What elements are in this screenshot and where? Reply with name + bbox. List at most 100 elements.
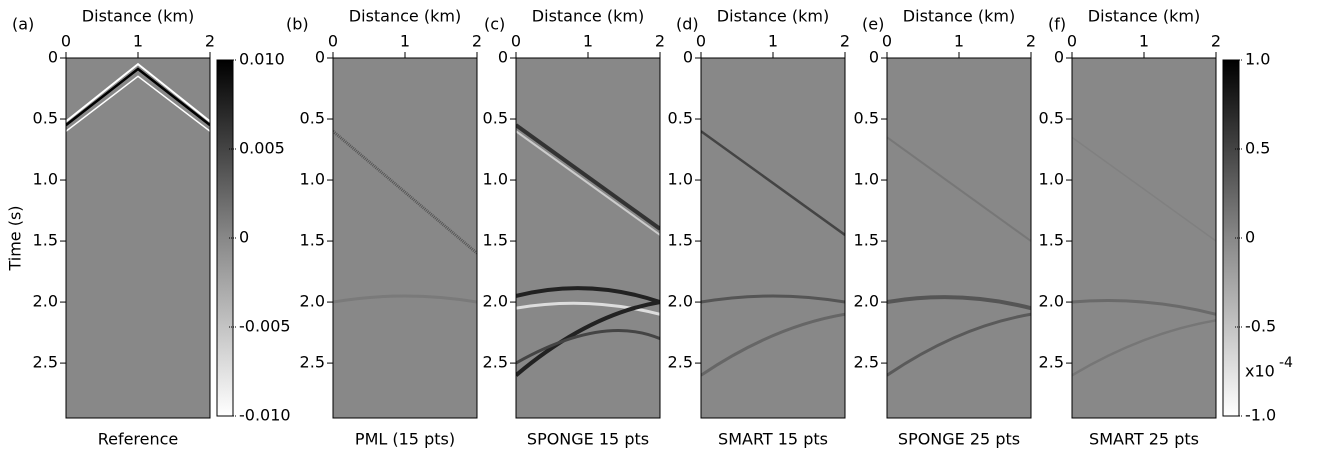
x-tick-label: 1 xyxy=(583,32,593,51)
x-axis-label: Distance (km) xyxy=(532,7,644,26)
reflection xyxy=(516,300,660,377)
y-tick-label: 2.5 xyxy=(1039,353,1064,372)
y-tick-label: 0 xyxy=(48,48,58,67)
reflection xyxy=(701,312,845,377)
colorbar-tick-label: 0 xyxy=(1245,228,1255,247)
y-tick-label: 1.0 xyxy=(483,170,508,189)
y-tick-label: 1.5 xyxy=(483,231,508,250)
colorbar-tick-label: -1.0 xyxy=(1245,406,1276,425)
image-background xyxy=(701,58,845,418)
y-tick-label: 1.5 xyxy=(1039,231,1064,250)
y-axis-label: Time (s) xyxy=(6,205,25,271)
x-tick-label: 0 xyxy=(328,32,338,51)
reflection xyxy=(701,130,845,236)
image-events xyxy=(701,130,845,377)
x-axis-label: Distance (km) xyxy=(903,7,1015,26)
y-tick-label: 2.5 xyxy=(300,353,325,372)
reflection xyxy=(1072,136,1216,242)
wavefront xyxy=(66,75,210,132)
colorbar xyxy=(1222,59,1240,417)
wavefront xyxy=(66,62,210,123)
y-tick-label: 0.5 xyxy=(33,109,58,128)
caption: SMART 25 pts xyxy=(1089,430,1199,449)
panel-label: (a) xyxy=(12,15,34,34)
x-tick-label: 1 xyxy=(133,32,143,51)
y-tick-label: 2.0 xyxy=(854,292,879,311)
image-background xyxy=(516,58,660,418)
y-tick-label: 2.0 xyxy=(33,292,58,311)
image-events xyxy=(66,62,210,132)
reflection xyxy=(1072,299,1216,316)
x-tick-label: 2 xyxy=(1026,32,1036,51)
caption: Reference xyxy=(98,430,179,449)
y-tick-label: 1.0 xyxy=(668,170,693,189)
y-tick-label: 2.0 xyxy=(300,292,325,311)
image-background xyxy=(66,58,210,418)
panel-label: (e) xyxy=(862,15,884,34)
colorbar-tick-label: 1.0 xyxy=(1245,50,1270,69)
y-tick-label: 0 xyxy=(498,48,508,67)
panel-label: (d) xyxy=(676,15,699,34)
reflection xyxy=(701,294,845,304)
x-tick-label: 1 xyxy=(400,32,410,51)
colorbar-tick-label: 0.010 xyxy=(239,50,285,69)
y-tick-label: 1.5 xyxy=(668,231,693,250)
image-background xyxy=(333,58,477,418)
caption: SMART 15 pts xyxy=(718,430,828,449)
y-tick-label: 0 xyxy=(1054,48,1064,67)
colorbar-tick-label: -0.010 xyxy=(239,406,291,425)
y-tick-label: 1.0 xyxy=(33,170,58,189)
x-tick-label: 2 xyxy=(655,32,665,51)
y-tick-label: 2.5 xyxy=(854,353,879,372)
y-tick-label: 2.5 xyxy=(483,353,508,372)
reflection xyxy=(887,136,1031,242)
reflection xyxy=(887,295,1031,311)
panel-label: (f) xyxy=(1048,15,1066,34)
colorbar xyxy=(216,59,234,417)
wavefront xyxy=(66,67,210,127)
x-tick-label: 0 xyxy=(882,32,892,51)
y-tick-label: 1.5 xyxy=(854,231,879,250)
reflection xyxy=(333,294,477,304)
x-tick-label: 2 xyxy=(472,32,482,51)
colorbar-exponent: -4 xyxy=(1279,355,1293,371)
y-tick-label: 2.5 xyxy=(668,353,693,372)
image-events xyxy=(516,123,660,377)
x-tick-label: 1 xyxy=(954,32,964,51)
x-tick-label: 0 xyxy=(696,32,706,51)
x-tick-label: 0 xyxy=(61,32,71,51)
y-tick-label: 1.5 xyxy=(300,231,325,250)
reflection xyxy=(516,123,660,231)
panel-label: (c) xyxy=(484,15,505,34)
y-tick-label: 0.5 xyxy=(300,109,325,128)
x-axis-label: Distance (km) xyxy=(717,7,829,26)
x-tick-label: 1 xyxy=(1139,32,1149,51)
x-tick-label: 0 xyxy=(511,32,521,51)
image-events xyxy=(333,130,477,304)
x-axis-label: Distance (km) xyxy=(349,7,461,26)
caption: PML (15 pts) xyxy=(355,430,455,449)
reflection xyxy=(516,286,660,304)
y-tick-label: 1.0 xyxy=(300,170,325,189)
x-tick-label: 2 xyxy=(205,32,215,51)
y-tick-label: 2.0 xyxy=(483,292,508,311)
reflection xyxy=(516,130,660,236)
x-tick-label: 0 xyxy=(1067,32,1077,51)
x-tick-label: 2 xyxy=(840,32,850,51)
y-tick-label: 0.5 xyxy=(1039,109,1064,128)
image-background xyxy=(1072,58,1216,418)
panel-label: (b) xyxy=(286,15,309,34)
image-events xyxy=(1072,136,1216,377)
colorbar-multiplier: x10 xyxy=(1245,362,1275,381)
y-tick-label: 2.0 xyxy=(1039,292,1064,311)
x-axis-label: Distance (km) xyxy=(82,7,194,26)
x-tick-label: 1 xyxy=(768,32,778,51)
y-tick-label: 0 xyxy=(315,48,325,67)
colorbar-tick-label: -0.005 xyxy=(239,317,291,336)
reflection xyxy=(516,329,660,365)
y-tick-label: 2.5 xyxy=(33,353,58,372)
colorbar-tick-label: -0.5 xyxy=(1245,317,1276,336)
y-tick-label: 0.5 xyxy=(668,109,693,128)
y-tick-label: 0 xyxy=(683,48,693,67)
